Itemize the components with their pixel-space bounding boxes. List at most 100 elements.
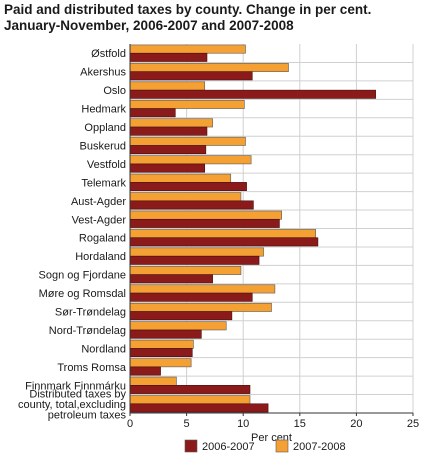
category-label-4: Oppland [84, 122, 126, 134]
bar-2007-2008-14 [129, 302, 272, 312]
bar-2006-2007-11 [129, 255, 260, 265]
bar-2007-2008-8 [129, 192, 242, 202]
category-label-7: Telemark [81, 177, 126, 189]
category-label-10: Rogaland [79, 233, 126, 245]
category-label-14: Sør-Trøndelag [55, 307, 126, 319]
category-label-8: Aust-Agder [71, 196, 126, 208]
category-label-line: Hedmark [81, 104, 126, 116]
category-label-line: petroleum taxes [48, 409, 127, 421]
legend: 2006-2007 2007-2008 [184, 439, 346, 453]
bar-2006-2007-17 [129, 366, 161, 376]
bar-2006-2007-8 [129, 200, 254, 210]
bar-2006-2007-9 [129, 218, 280, 228]
legend-label-0: 2006-2007 [202, 441, 255, 453]
bar-2006-2007-4 [129, 126, 208, 136]
bar-2006-2007-7 [129, 182, 247, 191]
category-label-9: Vest-Agder [72, 214, 127, 226]
bar-2006-2007-15 [129, 329, 202, 339]
category-label-0: Østfold [91, 48, 126, 60]
category-label-line: Vest-Agder [72, 214, 127, 226]
category-label-line: Distributed taxes by [29, 388, 126, 400]
category-label-3: Hedmark [81, 104, 126, 116]
legend-label-1: 2007-2008 [293, 441, 346, 453]
grid-lines [130, 44, 414, 413]
category-label-11: Hordaland [75, 251, 126, 263]
x-tick-label-1: 5 [184, 418, 190, 430]
bar-2007-2008-1 [129, 63, 289, 72]
category-label-line: Akershus [80, 67, 126, 79]
bar-2006-2007-5 [129, 145, 207, 155]
category-label-line: Møre og Romsdal [39, 288, 126, 300]
legend-swatch-0 [184, 439, 198, 453]
bar-2007-2008-0 [129, 44, 246, 54]
category-label-2: Oslo [103, 85, 126, 97]
category-label-line: Oslo [103, 85, 126, 97]
bar-2007-2008-7 [129, 173, 232, 183]
category-label-17: Troms Romsa [57, 362, 127, 374]
bar-2007-2008-3 [129, 99, 245, 109]
category-label-line: county, total,excluding [18, 399, 126, 411]
category-label-line: Finnmark Finnmárku [25, 380, 126, 392]
category-label-line: Sør-Trøndelag [55, 307, 126, 319]
category-label-5: Buskerud [80, 140, 126, 152]
bar-2006-2007-10 [129, 237, 319, 247]
category-label-line: Aust-Agder [71, 196, 126, 208]
category-label-1: Akershus [80, 67, 126, 79]
bar-2006-2007-12 [129, 274, 213, 284]
bar-2007-2008-12 [129, 266, 242, 275]
bar-2007-2008-15 [129, 321, 227, 331]
category-label-18: Finnmark Finnmárku [25, 380, 126, 392]
category-labels: Østfold Akershus Oslo Hedmark Oppland Buskeru… [18, 48, 127, 421]
axes [129, 44, 414, 416]
bar-2007-2008-6 [129, 155, 252, 165]
bar-2006-2007-18 [129, 385, 251, 394]
bar-2007-2008-16 [129, 339, 194, 349]
bar-2006-2007-0 [129, 52, 208, 62]
bar-2007-2008-10 [129, 229, 316, 239]
bar-2006-2007-3 [129, 108, 176, 118]
bar-2006-2007-13 [129, 292, 253, 302]
bar-2007-2008-5 [129, 136, 246, 146]
bar-2007-2008-13 [129, 284, 276, 294]
bar-2007-2008-19 [129, 395, 251, 405]
category-label-line: Vestfold [87, 159, 126, 171]
bar-2006-2007-19 [129, 403, 269, 413]
bar-2007-2008-11 [129, 247, 264, 257]
chart-title-line-1: Paid and distributed taxes by county. Ch… [4, 2, 372, 17]
bar-2007-2008-9 [129, 210, 282, 220]
x-tick-label-2: 10 [237, 418, 249, 430]
category-label-13: Møre og Romsdal [39, 288, 126, 300]
x-tick-label-0: 0 [127, 418, 133, 430]
x-tick-label-5: 25 [407, 418, 419, 430]
category-label-line: Hordaland [75, 251, 126, 263]
legend-swatch-1 [275, 439, 289, 453]
bar-2006-2007-1 [129, 71, 253, 81]
category-label-line: Rogaland [79, 233, 126, 245]
chart-title-line-2: January-November, 2006-2007 and 2007-200… [4, 18, 294, 33]
x-tick-label-3: 15 [294, 418, 306, 430]
category-label-15: Nord-Trøndelag [49, 325, 126, 337]
category-label-line: Telemark [81, 177, 126, 189]
bar-2006-2007-16 [129, 348, 193, 358]
bar-2006-2007-6 [129, 163, 206, 173]
bar-2007-2008-4 [129, 118, 213, 128]
category-label-line: Østfold [91, 48, 126, 60]
category-label-16: Nordland [81, 343, 126, 355]
category-label-line: Oppland [84, 122, 126, 134]
bar-2006-2007-2 [129, 89, 376, 99]
category-label-6: Vestfold [87, 159, 126, 171]
x-tick-label-4: 20 [350, 418, 362, 430]
bar-2007-2008-18 [129, 376, 177, 386]
category-label-line: Buskerud [80, 140, 126, 152]
bar-2007-2008-2 [129, 81, 206, 91]
chart-title: Paid and distributed taxes by county. Ch… [4, 2, 371, 34]
category-label-12: Sogn og Fjordane [39, 270, 126, 282]
category-label-line: Troms Romsa [57, 362, 127, 374]
category-label-19: Distributed taxes by county, total,exclud… [18, 388, 127, 421]
tick-labels: 0 5 10 15 20 25 [127, 418, 419, 430]
category-label-line: Nord-Trøndelag [49, 325, 126, 337]
category-label-line: Nordland [81, 343, 126, 355]
bar-2006-2007-14 [129, 311, 233, 321]
bar-2007-2008-17 [129, 358, 192, 368]
